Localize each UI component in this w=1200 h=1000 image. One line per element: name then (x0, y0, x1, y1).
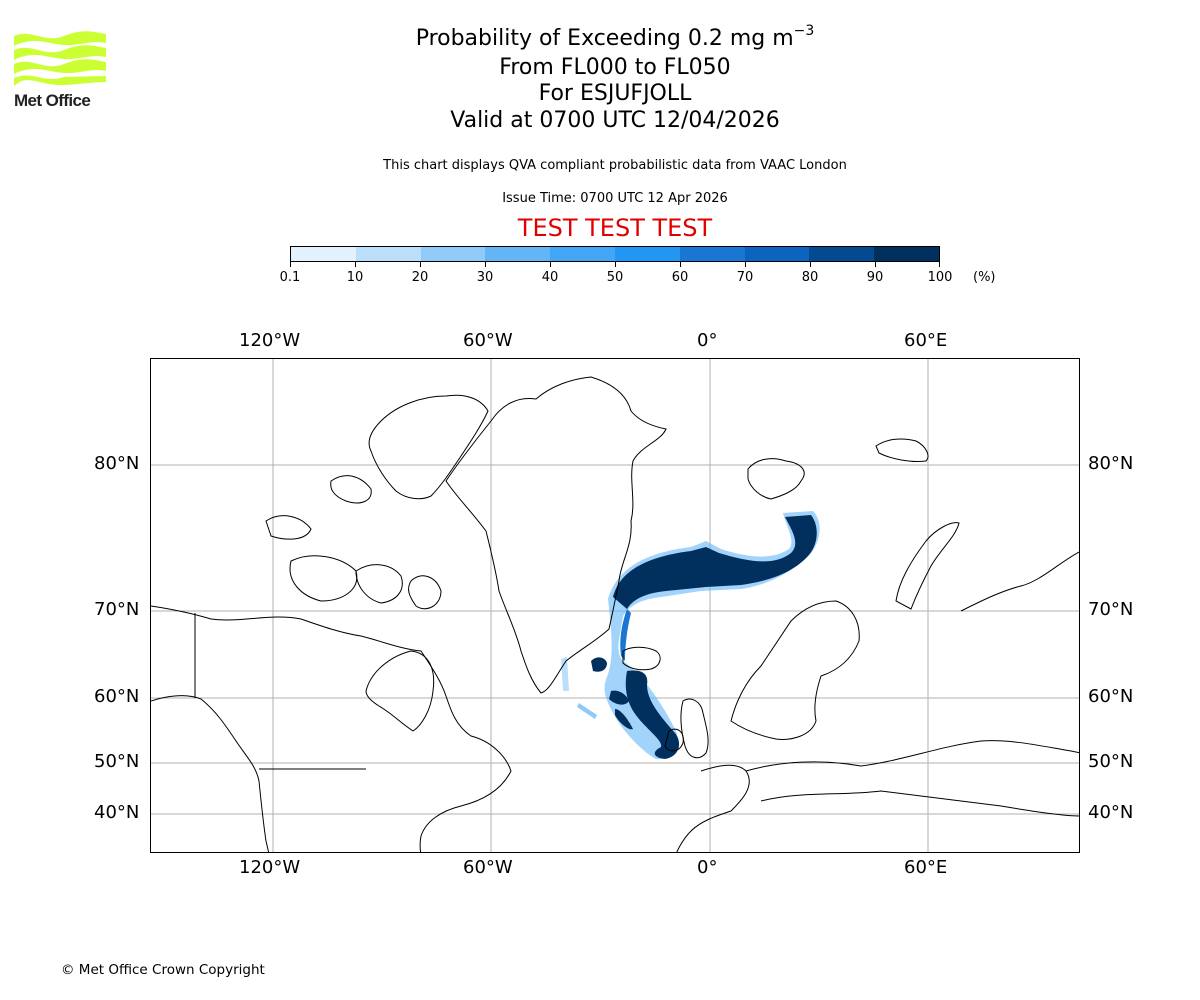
lat-label-left-70n: 70°N (94, 599, 140, 620)
colorbar-tick (680, 262, 681, 267)
lon-label-bottom-60e: 60°E (904, 857, 948, 878)
colorbar-tick-label: 90 (866, 270, 884, 285)
map-canvas (151, 359, 1079, 852)
lat-label-right-40n: 40°N (1088, 802, 1134, 823)
colorbar-tick-label: 60 (671, 270, 689, 285)
logo-text: Met Office (14, 91, 91, 110)
colorbar-tick-label: 40 (541, 270, 559, 285)
colorbar-tick-label: 70 (736, 270, 754, 285)
colorbar-tick (939, 262, 940, 267)
colorbar-tick (485, 262, 486, 267)
colorbar-tick-label: 0.1 (279, 270, 301, 285)
colorbar-tick-label: 30 (476, 270, 494, 285)
lat-label-right-80n: 80°N (1088, 453, 1134, 474)
lat-label-left-80n: 80°N (94, 453, 140, 474)
valid-time: Valid at 0700 UTC 12/04/2026 (450, 107, 780, 133)
lon-label-top-0: 0° (697, 330, 718, 351)
lat-label-right-60n: 60°N (1088, 686, 1134, 707)
lon-label-top-60w: 60°W (463, 330, 513, 351)
colorbar-tick (355, 262, 356, 267)
colorbar-segment (809, 247, 875, 261)
lon-label-bottom-0: 0° (697, 857, 718, 878)
title-superscript: −3 (793, 23, 815, 39)
volcano-name: For ESJUFJOLL (538, 81, 692, 106)
colorbar-tick (810, 262, 811, 267)
colorbar-tick (875, 262, 876, 267)
lon-label-top-60e: 60°E (904, 330, 948, 351)
colorbar-segment (679, 247, 745, 261)
chart-title: Probability of Exceeding 0.2 mg m−3 (0, 23, 1200, 55)
colorbar-tick-label: 80 (801, 270, 819, 285)
colorbar-segment (485, 247, 551, 261)
colorbar-tick-label: 100 (927, 270, 953, 285)
colorbar-tick (420, 262, 421, 267)
colorbar-segment (355, 247, 421, 261)
lon-label-bottom-120w: 120°W (239, 857, 301, 878)
colorbar-segment (291, 247, 356, 261)
chart-description: This chart displays QVA compliant probab… (383, 158, 847, 173)
colorbar-tick-label: 20 (411, 270, 429, 285)
colorbar-tick-label: 50 (606, 270, 624, 285)
ash-plume (561, 511, 820, 760)
colorbar-segment (614, 247, 680, 261)
colorbar-tick (550, 262, 551, 267)
coastlines (151, 376, 1079, 852)
colorbar-tick (290, 262, 291, 267)
met-office-logo: Met Office (14, 30, 108, 112)
lat-label-right-70n: 70°N (1088, 599, 1134, 620)
colorbar-tick (615, 262, 616, 267)
test-banner: TEST TEST TEST (517, 214, 713, 242)
lat-label-left-40n: 40°N (94, 802, 140, 823)
colorbar (290, 246, 940, 262)
lon-label-bottom-60w: 60°W (463, 857, 513, 878)
colorbar-segment (874, 247, 939, 261)
colorbar-segment (550, 247, 615, 261)
lat-label-left-50n: 50°N (94, 751, 140, 772)
flight-level-range: From FL000 to FL050 (499, 54, 731, 80)
colorbar-tick-label: 10 (346, 270, 364, 285)
issue-time: Issue Time: 0700 UTC 12 Apr 2026 (502, 191, 728, 206)
colorbar-tick (745, 262, 746, 267)
lat-label-right-50n: 50°N (1088, 751, 1134, 772)
title-main: Probability of Exceeding 0.2 mg m (415, 26, 794, 51)
lat-label-left-60n: 60°N (94, 686, 140, 707)
met-office-waves-icon (14, 31, 106, 86)
colorbar-segment (744, 247, 810, 261)
colorbar-segment (420, 247, 486, 261)
copyright-notice: © Met Office Crown Copyright (61, 962, 265, 978)
colorbar-unit: (%) (973, 270, 996, 285)
lon-label-top-120w: 120°W (239, 330, 301, 351)
chart-title-block: Probability of Exceeding 0.2 mg m−3 From… (0, 23, 1200, 134)
map-panel[interactable] (150, 358, 1080, 853)
